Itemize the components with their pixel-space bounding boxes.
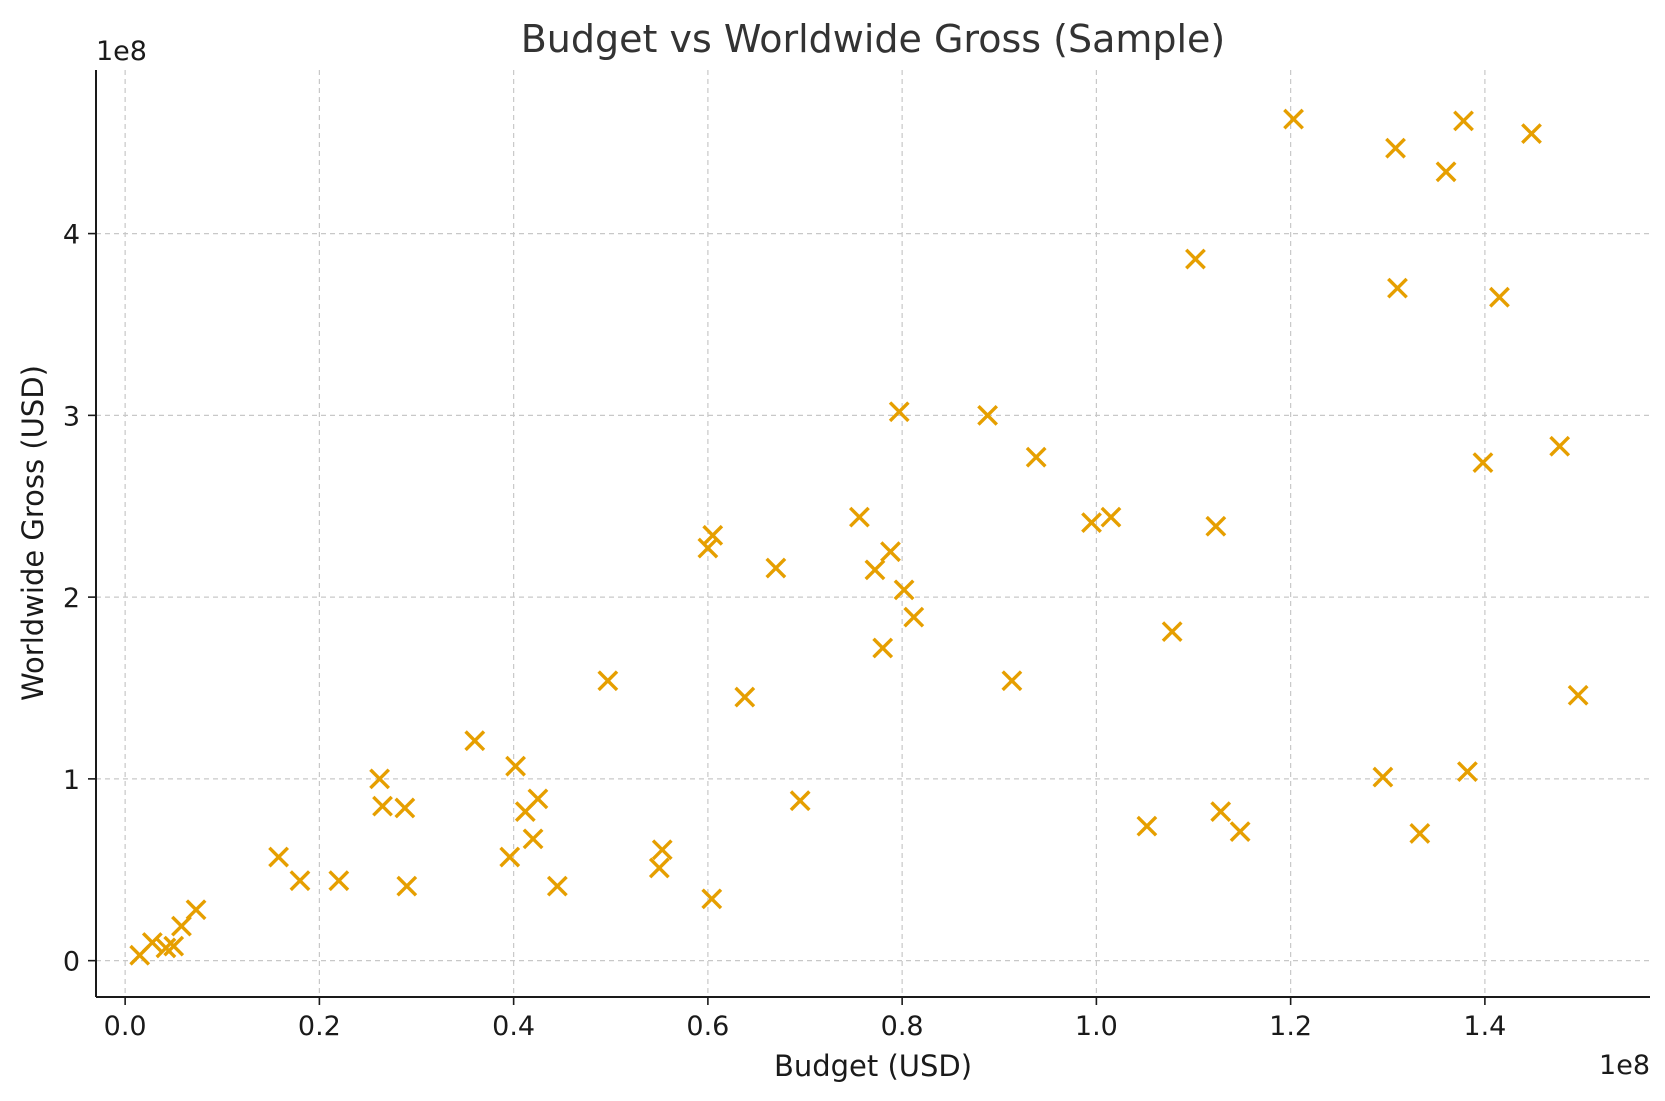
data-point bbox=[268, 846, 289, 868]
data-point bbox=[1521, 123, 1542, 145]
data-point bbox=[864, 559, 886, 581]
x-tick-label: 0.6 bbox=[686, 1011, 729, 1042]
data-point bbox=[765, 557, 787, 579]
data-point bbox=[1136, 815, 1158, 837]
data-point bbox=[1025, 446, 1047, 468]
data-point bbox=[734, 686, 756, 708]
data-point bbox=[1283, 108, 1304, 130]
data-point bbox=[328, 870, 350, 892]
data-point bbox=[651, 839, 673, 861]
data-point bbox=[141, 932, 163, 953]
data-point bbox=[1161, 621, 1183, 643]
data-point bbox=[289, 870, 311, 892]
y-offset-label: 1e8 bbox=[96, 36, 147, 67]
data-point bbox=[546, 875, 568, 897]
data-point bbox=[1229, 821, 1251, 842]
data-point bbox=[1081, 512, 1102, 533]
x-tick-label: 0.4 bbox=[492, 1011, 535, 1042]
x-tick-label: 0.0 bbox=[104, 1011, 147, 1042]
data-point bbox=[977, 404, 999, 426]
data-point bbox=[1567, 684, 1589, 706]
data-point bbox=[1435, 161, 1457, 183]
data-point bbox=[464, 730, 486, 752]
data-point bbox=[597, 670, 619, 692]
data-point bbox=[789, 790, 811, 812]
chart-title: Budget vs Worldwide Gross (Sample) bbox=[521, 17, 1226, 61]
data-point bbox=[372, 795, 393, 817]
data-point bbox=[1549, 435, 1571, 457]
data-point bbox=[872, 637, 894, 659]
data-point bbox=[1409, 823, 1431, 844]
data-point bbox=[369, 768, 391, 790]
data-point bbox=[697, 537, 719, 559]
points-layer bbox=[129, 108, 1589, 966]
y-tick-label: 0 bbox=[63, 947, 80, 978]
grid-layer bbox=[96, 70, 1650, 997]
data-point bbox=[1372, 766, 1394, 788]
x-axis-label: Budget (USD) bbox=[774, 1049, 972, 1083]
data-point bbox=[702, 524, 724, 546]
x-tick-label: 0.2 bbox=[298, 1011, 341, 1042]
axes-layer bbox=[95, 70, 1650, 998]
data-point bbox=[522, 828, 544, 850]
y-tick-label: 2 bbox=[63, 583, 80, 614]
data-point bbox=[880, 541, 901, 563]
data-point bbox=[648, 857, 670, 879]
y-tick-label: 3 bbox=[63, 401, 80, 432]
y-tick-label: 4 bbox=[63, 220, 80, 251]
data-point bbox=[1387, 277, 1408, 299]
data-point bbox=[1457, 761, 1478, 783]
data-point bbox=[1100, 506, 1122, 528]
data-point bbox=[701, 888, 723, 910]
data-point bbox=[1489, 286, 1510, 308]
data-point bbox=[396, 875, 418, 897]
data-point bbox=[163, 935, 185, 957]
x-tick-label: 1.0 bbox=[1075, 1011, 1118, 1042]
data-point bbox=[1185, 248, 1206, 270]
data-point bbox=[1385, 137, 1406, 159]
data-point bbox=[394, 797, 416, 819]
data-point bbox=[848, 506, 870, 528]
data-point bbox=[185, 899, 207, 921]
x-tick-label: 0.8 bbox=[881, 1011, 924, 1042]
data-point bbox=[505, 755, 526, 777]
data-point bbox=[1453, 110, 1474, 132]
ticks-layer: 0.0 0.2 0.4 0.6 0.8 1.0 1.2 1.4 0 1 2 3 4 bbox=[63, 220, 1507, 1042]
y-axis-label: Worldwide Gross (USD) bbox=[16, 365, 50, 701]
data-point bbox=[527, 788, 549, 810]
data-point bbox=[888, 401, 910, 423]
data-point bbox=[1472, 452, 1494, 474]
data-point bbox=[1210, 801, 1232, 823]
x-tick-label: 1.4 bbox=[1463, 1011, 1506, 1042]
x-offset-label: 1e8 bbox=[1599, 1050, 1650, 1081]
data-point bbox=[903, 606, 925, 628]
data-point bbox=[1205, 515, 1227, 537]
x-tick-label: 1.2 bbox=[1269, 1011, 1312, 1042]
data-point bbox=[1001, 670, 1023, 692]
data-point bbox=[499, 846, 521, 868]
data-point bbox=[171, 915, 192, 937]
data-point bbox=[893, 579, 915, 601]
y-tick-label: 1 bbox=[63, 765, 80, 796]
